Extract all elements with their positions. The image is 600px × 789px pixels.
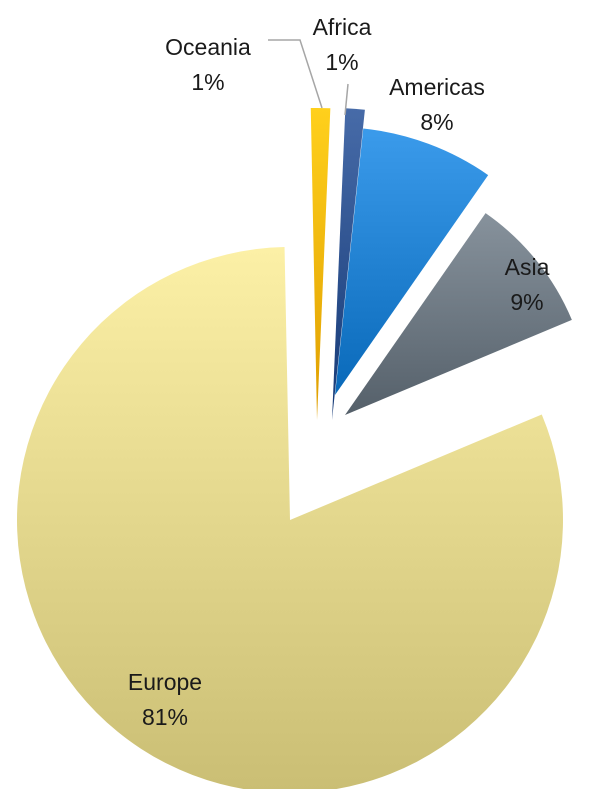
slice-value-americas: 8% xyxy=(420,109,453,135)
pie-slice-asia xyxy=(345,213,572,415)
slice-label-europe: Europe xyxy=(128,669,202,695)
slice-label-africa: Africa xyxy=(313,14,372,40)
slice-label-oceania: Oceania xyxy=(165,34,251,60)
slice-value-asia: 9% xyxy=(510,289,543,315)
leader-line-africa xyxy=(344,83,349,116)
pie-slice-americas xyxy=(335,128,489,395)
slice-label-asia: Asia xyxy=(505,254,550,280)
slice-value-oceania: 1% xyxy=(191,69,224,95)
slice-label-americas: Americas xyxy=(389,74,485,100)
pie-slice-oceania xyxy=(310,108,331,420)
leader-line-oceania xyxy=(268,39,323,109)
slice-value-europe: 81% xyxy=(142,704,188,730)
slice-value-africa: 1% xyxy=(325,49,358,75)
pie-slice-africa xyxy=(332,108,365,421)
pie-slice-europe xyxy=(17,247,563,789)
